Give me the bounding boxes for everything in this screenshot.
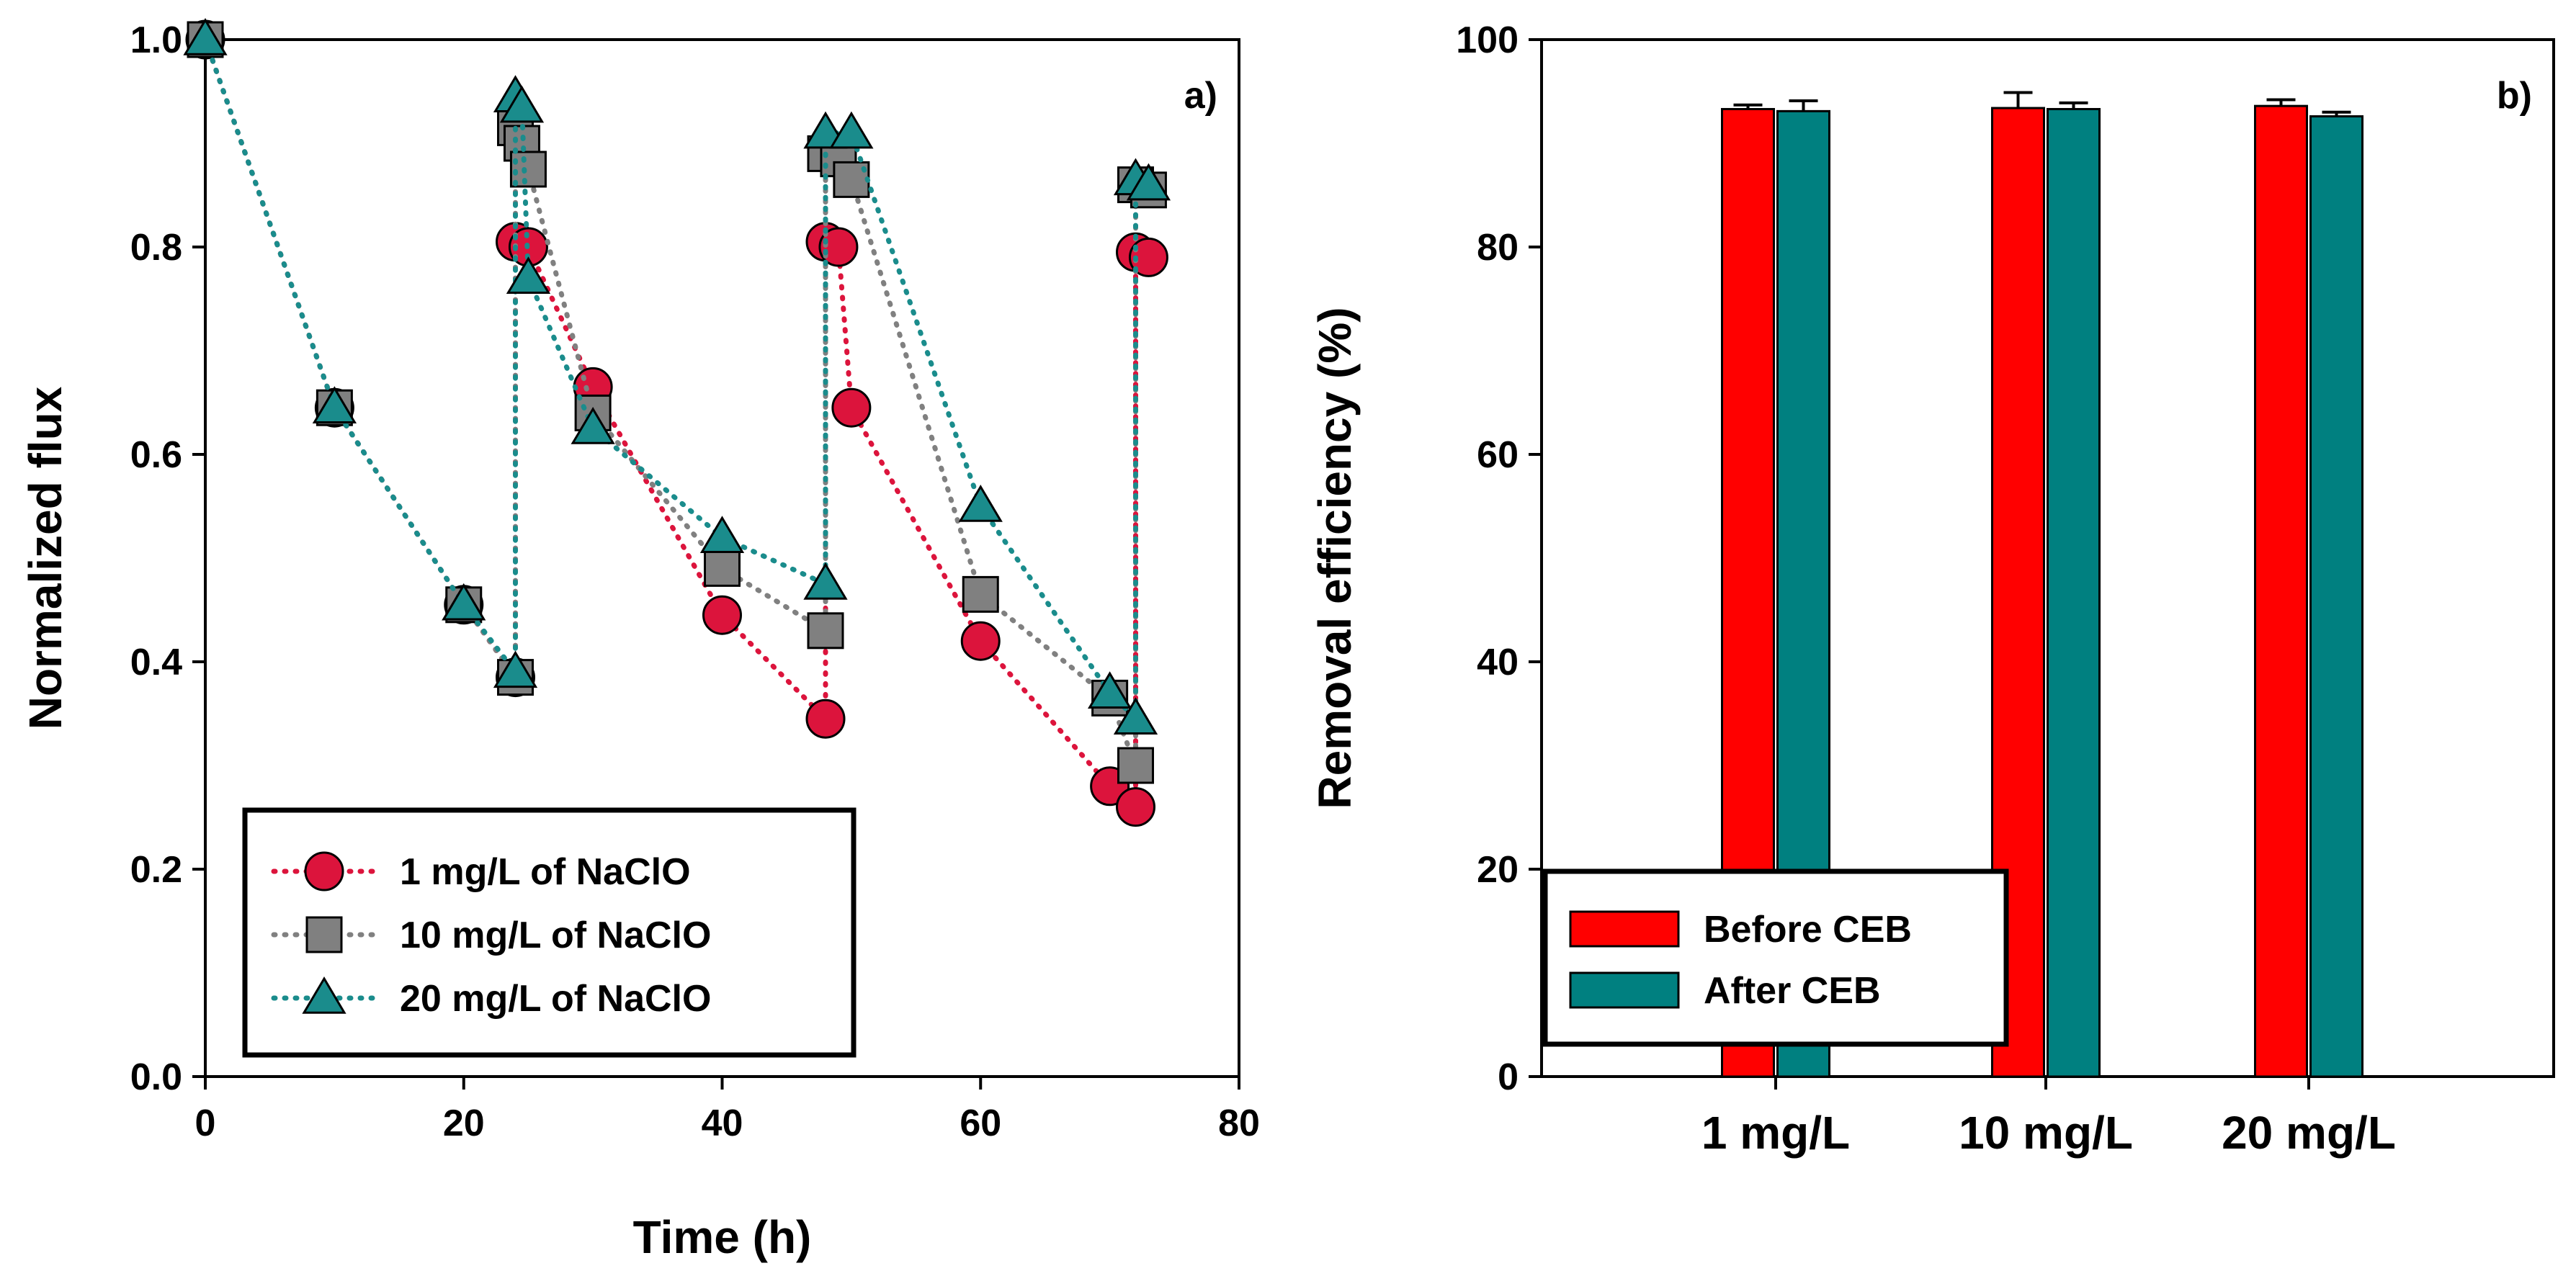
data-point xyxy=(962,575,999,613)
y-tick-label: 1.0 xyxy=(130,19,182,61)
flux-chart-panel: 0 20 40 60 80 0.0 0.2 0.4 0.6 0.8 1.0 Time (h) Norma… xyxy=(19,18,1260,1263)
data-point xyxy=(1126,163,1171,201)
data-point xyxy=(506,256,551,294)
bar-after-ceb-10-mg-l xyxy=(2047,107,2101,1078)
data-point xyxy=(1116,787,1155,827)
y-tick-label: 0.0 xyxy=(130,1056,182,1098)
y-tick-label: 80 xyxy=(1477,227,1519,269)
x-tick-label: 20 xyxy=(443,1102,485,1144)
x-tick-label: 0 xyxy=(195,1102,216,1144)
legend-label: 10 mg/L of NaClO xyxy=(400,915,711,956)
data-point xyxy=(499,85,545,123)
data-point xyxy=(805,699,846,739)
data-point xyxy=(1128,237,1168,277)
data-point xyxy=(571,407,615,444)
y-tick-label: 100 xyxy=(1456,19,1519,61)
legend-label: 1 mg/L of NaClO xyxy=(400,851,691,893)
category-label: 20 mg/L xyxy=(2222,1107,2396,1159)
panel-label-b: b) xyxy=(2497,75,2532,117)
x-axis-title: Time (h) xyxy=(633,1211,812,1263)
legend-label: 20 mg/L of NaClO xyxy=(400,978,711,1020)
legend-entry-after-ceb: After CEB xyxy=(1569,970,1881,1012)
data-point xyxy=(960,621,1001,661)
y-tick-label: 0.6 xyxy=(130,434,182,476)
y-tick-label: 60 xyxy=(1477,434,1519,476)
legend: 1 mg/L of NaClO 10 mg/L of NaClO 20 mg/L o… xyxy=(242,807,857,1058)
legend-label: Before CEB xyxy=(1704,909,1912,951)
y-tick-label: 0.8 xyxy=(130,227,182,269)
data-point xyxy=(831,387,872,428)
legend-marker xyxy=(302,976,346,1014)
data-point xyxy=(1113,697,1158,735)
data-point xyxy=(829,111,874,149)
data-point xyxy=(1117,747,1154,784)
data-point xyxy=(1087,671,1132,709)
data-point xyxy=(803,562,848,600)
data-point xyxy=(702,595,742,635)
data-point xyxy=(807,612,844,650)
series-line xyxy=(202,37,1151,725)
legend: Before CEB After CEB xyxy=(1542,868,2009,1047)
legend-frame xyxy=(242,807,857,1058)
y-tick-label: 0 xyxy=(1498,1056,1519,1098)
x-tick-label: 60 xyxy=(960,1102,1001,1144)
category-label: 1 mg/L xyxy=(1701,1107,1850,1159)
data-point xyxy=(442,583,486,621)
legend-frame xyxy=(1542,868,2009,1047)
legend-entry-before-ceb: Before CEB xyxy=(1569,909,1912,951)
y-tick-label: 40 xyxy=(1477,642,1519,683)
data-point xyxy=(699,516,745,553)
series-20-mg-l-of-naclo xyxy=(183,18,1171,735)
y-tick-label: 0.2 xyxy=(130,849,182,891)
y-tick-label: 20 xyxy=(1477,849,1519,891)
legend-entry-10-mg-l-of-naclo: 10 mg/L of NaClO xyxy=(271,915,711,956)
x-tick-label: 40 xyxy=(702,1102,743,1144)
data-point xyxy=(493,650,538,688)
legend-swatch xyxy=(1569,910,1680,948)
removal-efficiency-panel: 0 20 40 60 80 100 Removal efficiency (%) b) 1 mg… xyxy=(1309,19,2555,1159)
bar-after-ceb-20-mg-l xyxy=(2309,115,2363,1078)
y-axis-title: Normalized flux xyxy=(19,386,71,729)
data-point xyxy=(818,227,859,267)
category-label: 10 mg/L xyxy=(1959,1107,2133,1159)
x-tick-label: 80 xyxy=(1218,1102,1260,1144)
data-point xyxy=(312,386,357,423)
data-point xyxy=(704,549,741,587)
panel-label-a: a) xyxy=(1184,75,1217,117)
bar-before-ceb-20-mg-l xyxy=(2254,104,2308,1078)
data-point xyxy=(183,18,228,55)
legend-marker xyxy=(304,851,344,892)
legend-swatch xyxy=(1569,971,1680,1009)
legend-label: After CEB xyxy=(1704,970,1881,1012)
legend-entry-1-mg-l-of-naclo: 1 mg/L of NaClO xyxy=(271,851,691,893)
legend-marker xyxy=(305,916,343,953)
legend-entry-20-mg-l-of-naclo: 20 mg/L of NaClO xyxy=(271,976,711,1020)
y-axis-title: Removal efficiency (%) xyxy=(1309,307,1361,809)
y-tick-label: 0.4 xyxy=(130,642,182,683)
data-point xyxy=(958,485,1003,522)
